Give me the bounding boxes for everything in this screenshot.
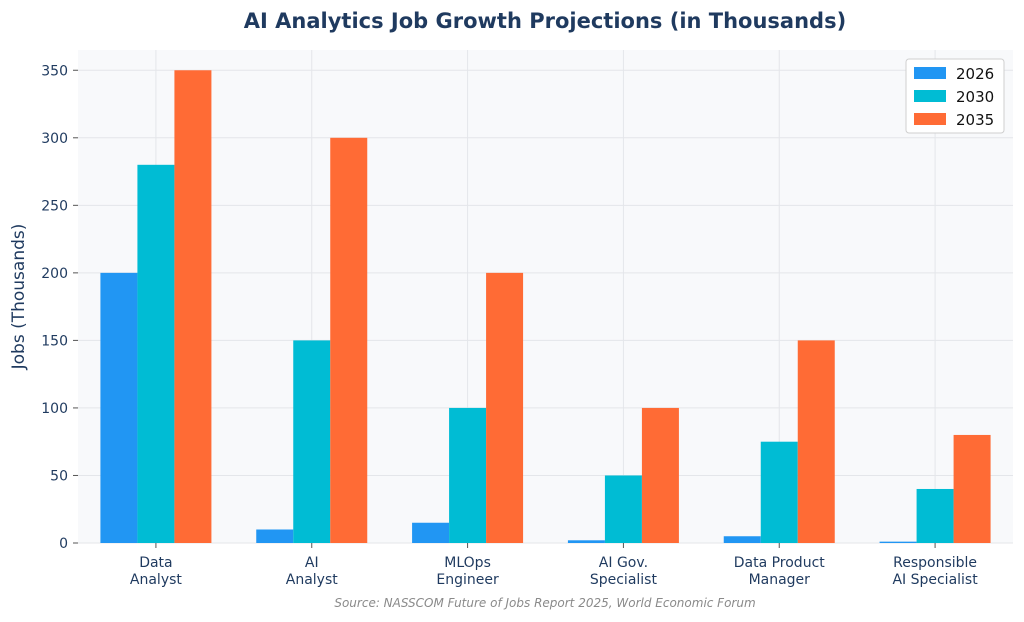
y-axis: 0 50 100 150 200 250 300 350	[41, 63, 78, 552]
legend-swatch	[914, 67, 946, 79]
legend-swatch	[914, 113, 946, 125]
bar-2026	[879, 541, 917, 543]
legend-label: 2035	[956, 111, 994, 129]
x-tick-label: MLOps Engineer	[436, 555, 499, 588]
x-axis: Data Analyst AI Analyst MLOps Engineer AI Gov.…	[130, 543, 978, 588]
legend-label: 2030	[956, 88, 994, 106]
bar-2035	[641, 407, 679, 543]
bar-2035	[797, 340, 835, 543]
y-tick-label: 100	[41, 401, 68, 417]
bars	[100, 70, 991, 543]
y-tick-label: 150	[41, 333, 68, 349]
x-tick-label: Data Analyst	[130, 555, 182, 588]
x-tick-label: AI Gov. Specialist	[590, 555, 658, 588]
x-tick-label: AI Analyst	[286, 555, 338, 588]
bar-2035	[486, 272, 524, 543]
bar-2035	[174, 70, 212, 543]
bar-2026	[567, 540, 605, 543]
bar-2026	[100, 272, 138, 543]
bar-2035	[330, 137, 368, 543]
bar-2026	[256, 529, 294, 543]
legend-swatch	[914, 90, 946, 102]
chart-title: AI Analytics Job Growth Projections (in …	[244, 9, 846, 33]
bar-2030	[449, 407, 487, 543]
bar-2030	[293, 340, 331, 543]
bar-2026	[412, 522, 450, 543]
y-tick-label: 200	[41, 266, 68, 282]
bar-2026	[723, 536, 761, 543]
bar-2030	[760, 441, 798, 543]
bar-2030	[604, 475, 642, 543]
bar-2035	[953, 434, 991, 543]
x-tick-label: Data Product Manager	[734, 555, 826, 588]
y-tick-label: 250	[41, 198, 68, 214]
y-tick-label: 50	[50, 468, 68, 484]
y-tick-label: 300	[41, 131, 68, 147]
y-tick-label: 0	[59, 536, 68, 552]
legend: 2026 2030 2035	[905, 58, 1005, 134]
bar-2030	[137, 164, 175, 543]
source-note: Source: NASSCOM Future of Jobs Report 20…	[334, 596, 755, 610]
y-tick-label: 350	[41, 63, 68, 79]
bar-2030	[916, 488, 954, 543]
y-axis-label: Jobs (Thousands)	[9, 224, 29, 371]
legend-label: 2026	[956, 65, 994, 83]
x-tick-label: Responsible AI Specialist	[892, 555, 978, 588]
plot-area	[78, 50, 1013, 543]
